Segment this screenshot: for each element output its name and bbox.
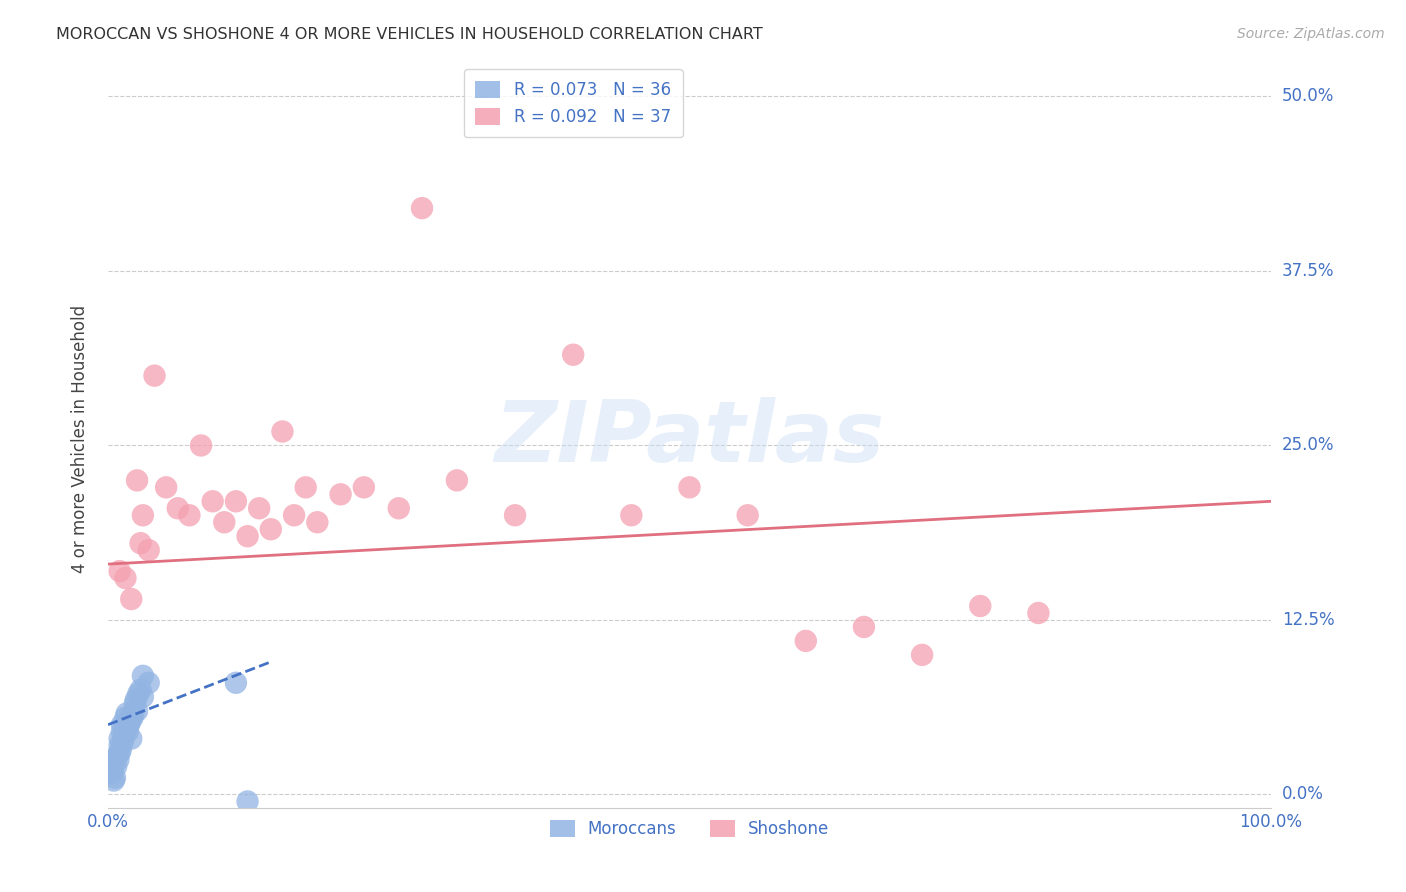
Point <box>107 753 129 767</box>
Point <box>236 795 259 809</box>
Point <box>794 634 817 648</box>
Text: 0.0%: 0.0% <box>1282 786 1324 804</box>
Point <box>969 599 991 613</box>
Point <box>247 501 270 516</box>
Point <box>283 508 305 523</box>
Point <box>503 508 526 523</box>
Point <box>307 515 329 529</box>
Point <box>114 711 136 725</box>
Point <box>329 487 352 501</box>
Point <box>166 501 188 516</box>
Point <box>143 368 166 383</box>
Point <box>117 724 139 739</box>
Point <box>121 711 143 725</box>
Point <box>103 753 125 767</box>
Point <box>105 748 128 763</box>
Point <box>111 724 134 739</box>
Point <box>225 494 247 508</box>
Point <box>155 480 177 494</box>
Text: 12.5%: 12.5% <box>1282 611 1334 629</box>
Point <box>190 438 212 452</box>
Text: 37.5%: 37.5% <box>1282 262 1334 280</box>
Point <box>388 501 411 516</box>
Point <box>122 706 145 721</box>
Point <box>132 508 155 523</box>
Point <box>105 759 128 773</box>
Point <box>108 564 131 578</box>
Text: Source: ZipAtlas.com: Source: ZipAtlas.com <box>1237 27 1385 41</box>
Point <box>100 766 122 780</box>
Point <box>1028 606 1050 620</box>
Point <box>118 717 141 731</box>
Point <box>138 675 160 690</box>
Point <box>120 711 142 725</box>
Text: ZIPatlas: ZIPatlas <box>495 397 884 480</box>
Point <box>236 529 259 543</box>
Point <box>562 348 585 362</box>
Y-axis label: 4 or more Vehicles in Household: 4 or more Vehicles in Household <box>72 304 89 573</box>
Point <box>271 425 294 439</box>
Point <box>104 771 127 785</box>
Point <box>108 746 131 760</box>
Text: 50.0%: 50.0% <box>1282 87 1334 105</box>
Text: 25.0%: 25.0% <box>1282 436 1334 454</box>
Point <box>132 690 155 704</box>
Point <box>125 704 148 718</box>
Point <box>114 721 136 735</box>
Point <box>132 669 155 683</box>
Point <box>103 773 125 788</box>
Point <box>179 508 201 523</box>
Legend: Moroccans, Shoshone: Moroccans, Shoshone <box>543 813 837 845</box>
Point <box>201 494 224 508</box>
Point <box>120 714 142 729</box>
Point <box>411 201 433 215</box>
Point <box>225 675 247 690</box>
Point <box>112 729 135 743</box>
Point <box>124 697 146 711</box>
Point <box>852 620 875 634</box>
Point <box>737 508 759 523</box>
Point <box>120 592 142 607</box>
Point <box>294 480 316 494</box>
Point <box>115 706 138 721</box>
Point <box>114 571 136 585</box>
Point <box>108 739 131 753</box>
Point <box>911 648 934 662</box>
Text: MOROCCAN VS SHOSHONE 4 OR MORE VEHICLES IN HOUSEHOLD CORRELATION CHART: MOROCCAN VS SHOSHONE 4 OR MORE VEHICLES … <box>56 27 763 42</box>
Point <box>260 522 283 536</box>
Point <box>678 480 700 494</box>
Point <box>125 692 148 706</box>
Point <box>620 508 643 523</box>
Point <box>120 731 142 746</box>
Point <box>214 515 236 529</box>
Point <box>112 734 135 748</box>
Point <box>129 682 152 697</box>
Point <box>101 763 124 777</box>
Point <box>125 474 148 488</box>
Point <box>108 731 131 746</box>
Point <box>138 543 160 558</box>
Point <box>446 474 468 488</box>
Point <box>111 717 134 731</box>
Point <box>353 480 375 494</box>
Point <box>127 687 149 701</box>
Point <box>129 536 152 550</box>
Point <box>110 743 132 757</box>
